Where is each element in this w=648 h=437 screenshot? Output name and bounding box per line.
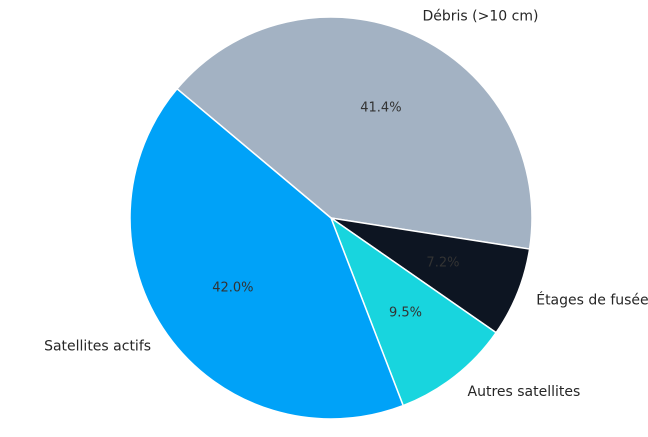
slice-category-label: Satellites actifs — [44, 338, 151, 354]
pie-slice-satellites-actifs — [129, 88, 404, 420]
slice-category-label: Autres satellites — [468, 384, 581, 400]
slice-percentage-label: 9.5% — [389, 305, 422, 320]
slice-category-label: Étages de fusée — [536, 291, 648, 308]
slice-percentage-label: 41.4% — [360, 101, 401, 116]
pie-slice-autres-satellites — [330, 217, 497, 407]
slice-percentage-label: 7.2% — [426, 255, 459, 270]
pie-slice-d-bris-10-cm — [176, 16, 533, 250]
slice-category-label: Débris (>10 cm) — [423, 9, 539, 25]
slice-percentage-label: 42.0% — [212, 281, 253, 296]
